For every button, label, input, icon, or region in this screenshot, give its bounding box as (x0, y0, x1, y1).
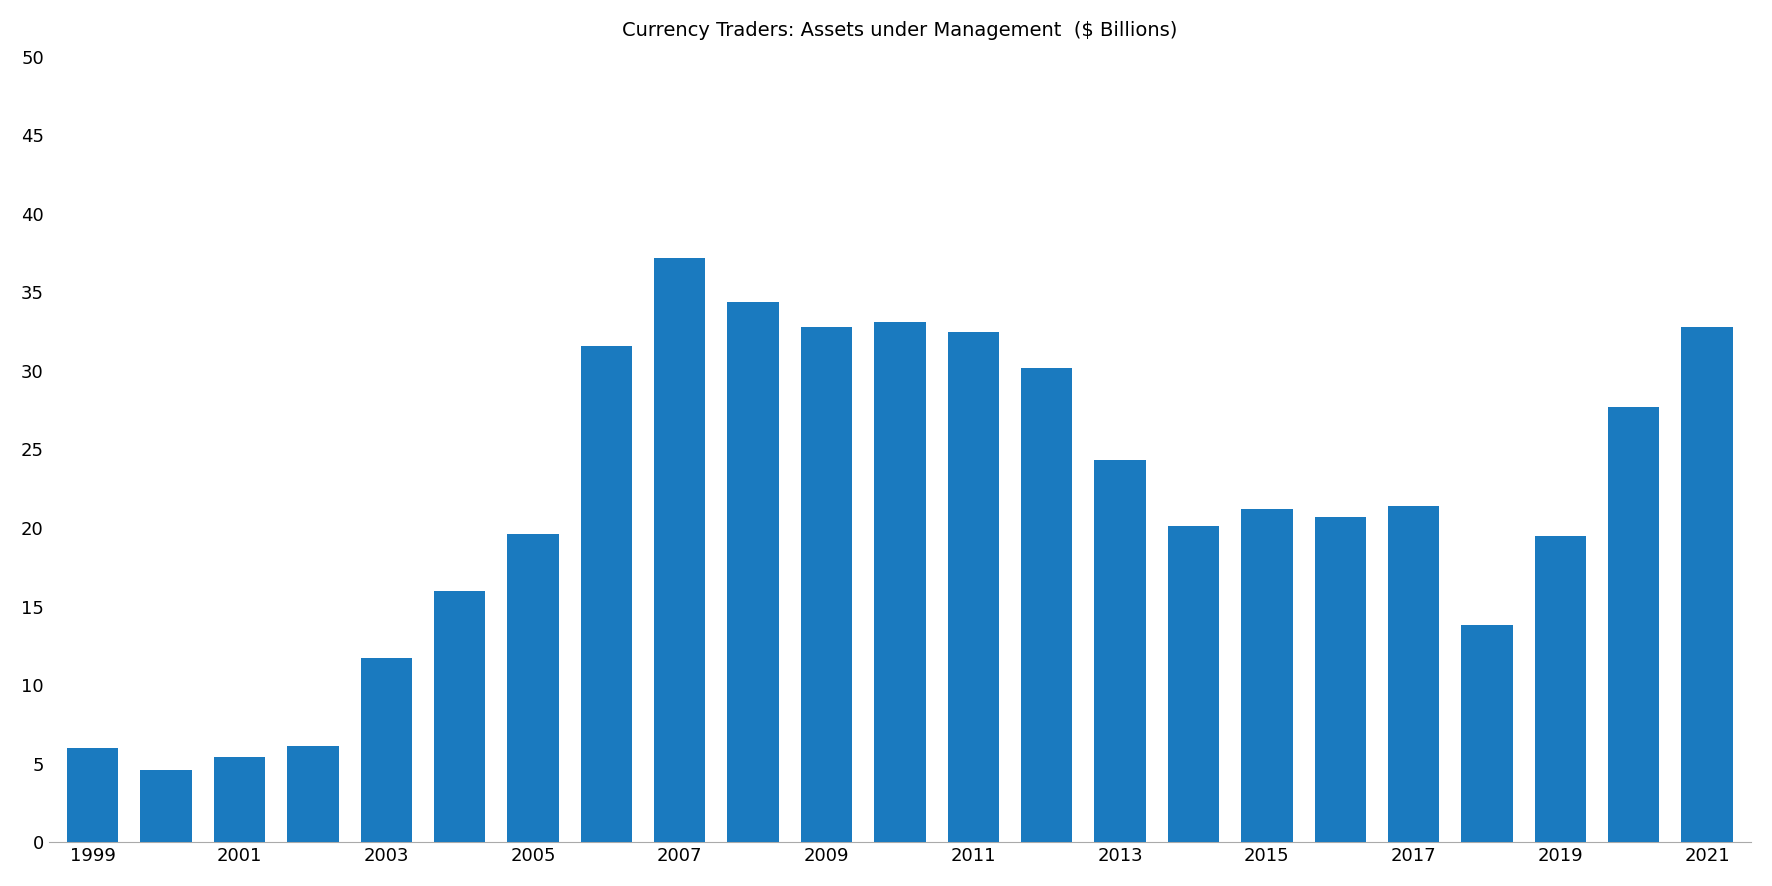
Bar (67, 748, 119, 843)
Bar (1021, 368, 1072, 843)
Bar (287, 747, 338, 843)
Bar (214, 758, 266, 843)
Bar (1315, 517, 1366, 843)
Bar (1682, 327, 1733, 843)
Bar (874, 323, 925, 843)
Bar (434, 591, 486, 843)
Bar (581, 346, 633, 843)
Bar (654, 258, 705, 843)
Bar (360, 658, 411, 843)
Bar (1095, 461, 1146, 843)
Bar (1535, 536, 1586, 843)
Bar (507, 534, 558, 843)
Bar (948, 331, 999, 843)
Bar (1240, 509, 1292, 843)
Bar (1168, 526, 1219, 843)
Bar (1462, 626, 1513, 843)
Bar (1607, 407, 1659, 843)
Bar (1387, 506, 1439, 843)
Bar (728, 302, 780, 843)
Title: Currency Traders: Assets under Management  ($ Billions): Currency Traders: Assets under Managemen… (622, 21, 1178, 40)
Bar (801, 327, 852, 843)
Bar (140, 770, 191, 843)
